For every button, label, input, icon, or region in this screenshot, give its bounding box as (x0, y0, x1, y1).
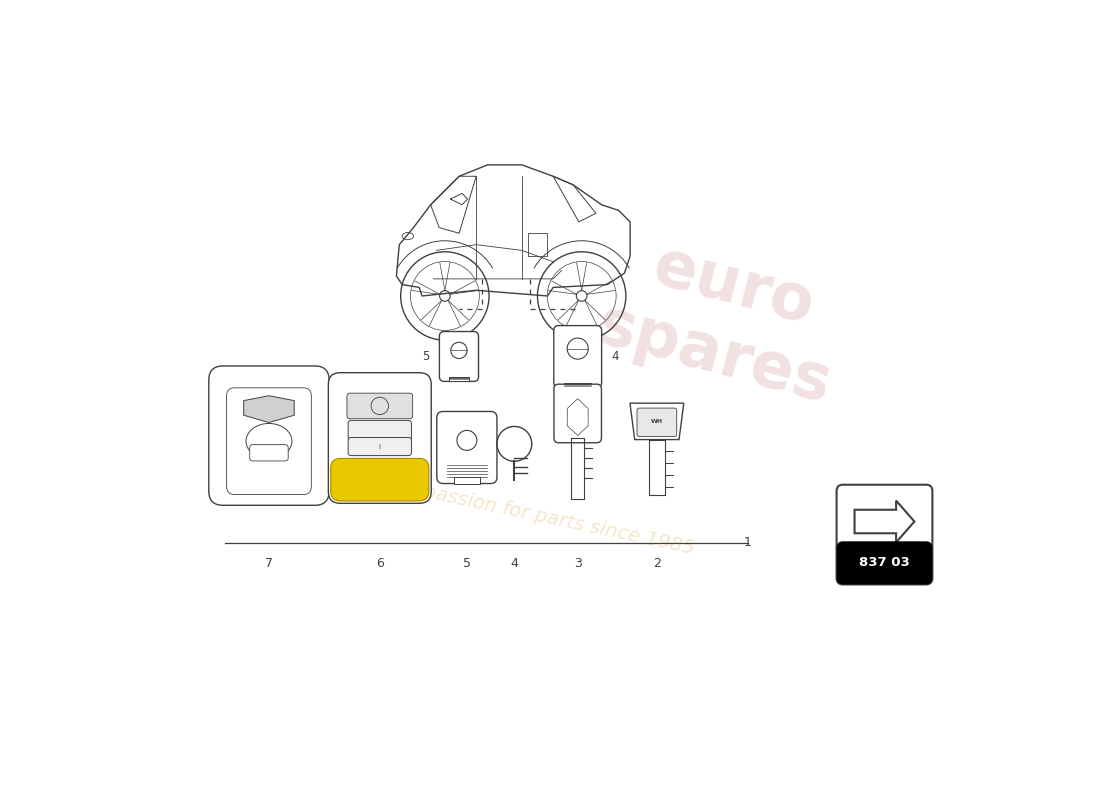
Text: 4: 4 (510, 557, 518, 570)
Text: euro
spares: euro spares (591, 225, 857, 417)
Text: 4: 4 (610, 350, 618, 363)
Text: 5: 5 (422, 350, 430, 363)
Text: 1: 1 (744, 536, 751, 549)
FancyBboxPatch shape (209, 366, 329, 506)
FancyBboxPatch shape (637, 408, 676, 437)
Text: 2: 2 (653, 557, 661, 570)
FancyBboxPatch shape (837, 485, 933, 585)
FancyBboxPatch shape (346, 393, 412, 418)
Text: 6: 6 (376, 557, 384, 570)
FancyBboxPatch shape (348, 421, 411, 441)
FancyBboxPatch shape (437, 411, 497, 483)
FancyBboxPatch shape (554, 384, 602, 442)
FancyBboxPatch shape (837, 542, 933, 585)
FancyBboxPatch shape (553, 326, 602, 387)
FancyBboxPatch shape (227, 388, 311, 494)
Text: 3: 3 (574, 557, 582, 570)
Text: 5: 5 (463, 557, 471, 570)
FancyBboxPatch shape (348, 438, 411, 455)
FancyBboxPatch shape (328, 373, 431, 503)
Text: a passion for parts since 1985: a passion for parts since 1985 (404, 479, 696, 558)
FancyBboxPatch shape (250, 445, 288, 461)
Polygon shape (244, 396, 294, 422)
Polygon shape (855, 501, 914, 542)
Text: 7: 7 (265, 557, 273, 570)
Bar (564, 382, 591, 389)
Bar (449, 377, 470, 382)
FancyBboxPatch shape (439, 331, 478, 382)
Text: 837 03: 837 03 (859, 556, 910, 569)
FancyBboxPatch shape (331, 458, 429, 501)
Text: i: i (378, 443, 381, 450)
Bar (454, 477, 480, 484)
Text: WH: WH (651, 419, 663, 424)
